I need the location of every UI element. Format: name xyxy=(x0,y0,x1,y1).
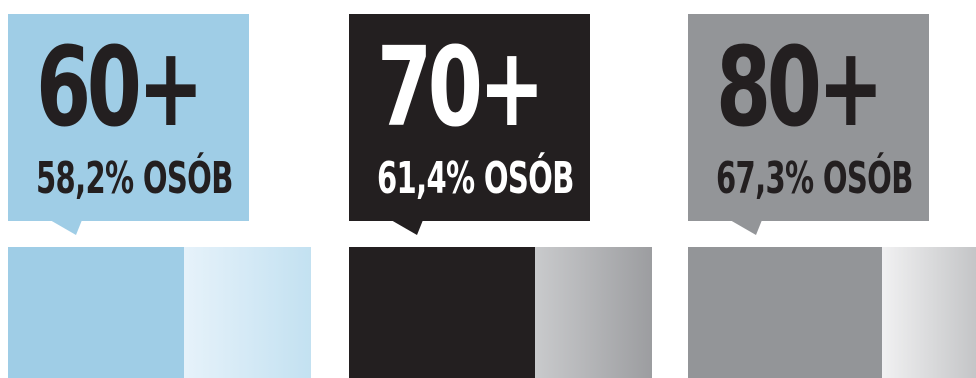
share-bar xyxy=(8,247,311,378)
share-bar xyxy=(349,247,652,378)
share-bar-remainder xyxy=(535,247,652,378)
share-bar-filled xyxy=(349,247,535,378)
callout-box: 60+ 58,2% OSÓB xyxy=(8,14,249,235)
share-bar-remainder xyxy=(184,247,311,378)
callout-box: 70+ 61,4% OSÓB xyxy=(349,14,590,235)
callout-tail xyxy=(730,220,762,235)
share-bar-remainder xyxy=(882,247,976,378)
age-group-label: 70+ xyxy=(377,23,545,151)
age-group-panel-60: 60+ 58,2% OSÓB xyxy=(8,0,318,378)
share-bar-filled xyxy=(8,247,184,378)
callout-box: 80+ 67,3% OSÓB xyxy=(688,14,929,235)
share-label: 61,4% OSÓB xyxy=(377,153,574,204)
share-label: 58,2% OSÓB xyxy=(36,153,233,204)
age-group-label: 60+ xyxy=(36,23,204,151)
share-bar-filled xyxy=(688,247,882,378)
age-group-panel-70: 70+ 61,4% OSÓB xyxy=(349,0,659,378)
share-label: 67,3% OSÓB xyxy=(716,153,913,204)
age-group-panel-80: 80+ 67,3% OSÓB xyxy=(688,0,976,378)
share-bar xyxy=(688,247,976,378)
age-group-label: 80+ xyxy=(716,23,884,151)
callout-tail xyxy=(391,220,423,235)
callout-tail xyxy=(50,220,82,235)
